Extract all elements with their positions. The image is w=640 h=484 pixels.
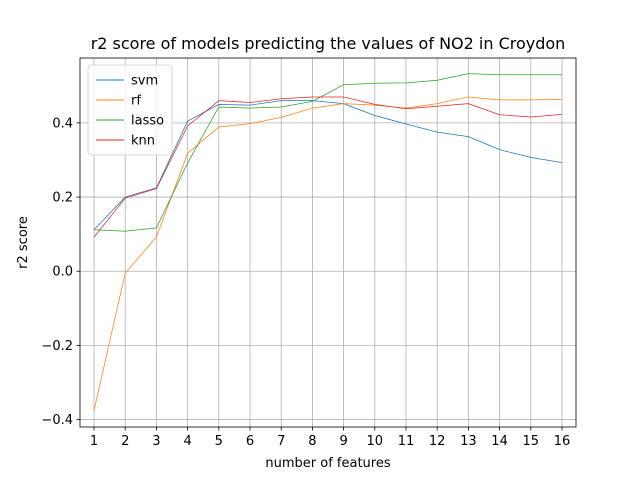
x-tick-label: 9 bbox=[339, 434, 347, 449]
x-tick-label: 14 bbox=[491, 434, 508, 449]
legend-label-rf: rf bbox=[131, 94, 141, 109]
series-line-knn bbox=[93, 96, 562, 238]
x-tick-label: 16 bbox=[554, 434, 571, 449]
x-tick-label: 12 bbox=[429, 434, 446, 449]
legend-label-lasso: lasso bbox=[131, 114, 164, 129]
x-tick-label: 11 bbox=[398, 434, 415, 449]
legend-label-knn: knn bbox=[131, 134, 155, 149]
x-tick-label: 7 bbox=[277, 434, 285, 449]
legend-label-svm: svm bbox=[131, 74, 158, 89]
x-tick-label: 2 bbox=[121, 434, 129, 449]
x-tick-label: 13 bbox=[460, 434, 477, 449]
x-tick-label: 15 bbox=[522, 434, 539, 449]
x-tick-label: 10 bbox=[367, 434, 384, 449]
x-tick-label: 3 bbox=[152, 434, 160, 449]
x-tick-label: 8 bbox=[308, 434, 316, 449]
y-tick-label: −0.4 bbox=[41, 413, 73, 428]
x-tick-label: 6 bbox=[246, 434, 254, 449]
y-tick-label: −0.2 bbox=[41, 339, 73, 354]
y-axis-label: r2 score bbox=[16, 216, 31, 269]
x-tick-label: 4 bbox=[183, 434, 191, 449]
series-lines bbox=[93, 73, 563, 411]
legend-box bbox=[87, 64, 173, 156]
axis-ticks: 1 2 3 4 5 6 7 8 9 10 11 12 13 14 15 16−0.4−0.20.00.20.4 bbox=[41, 116, 570, 449]
x-tick-label: 1 bbox=[90, 434, 98, 449]
chart-title: r2 score of models predicting the values… bbox=[91, 34, 566, 53]
y-tick-label: 0.0 bbox=[52, 265, 73, 280]
x-axis-label: number of features bbox=[265, 456, 390, 471]
series-line-lasso bbox=[94, 73, 562, 232]
axes-frame bbox=[79, 57, 577, 428]
x-tick-label: 5 bbox=[215, 434, 223, 449]
series-line-svm bbox=[93, 100, 563, 230]
y-tick-label: 0.2 bbox=[52, 191, 73, 206]
legend: svm rf lasso knn bbox=[87, 64, 173, 156]
y-tick-label: 0.4 bbox=[52, 116, 73, 131]
